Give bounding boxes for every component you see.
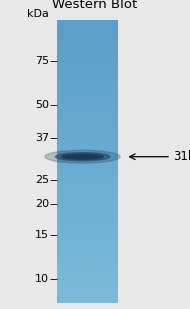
Text: 25: 25 [35,175,49,185]
Text: 50: 50 [35,100,49,110]
Ellipse shape [45,150,120,163]
Text: 15: 15 [35,230,49,240]
Ellipse shape [67,155,98,158]
Text: 10: 10 [35,274,49,284]
Text: 20: 20 [35,199,49,209]
Ellipse shape [55,153,110,161]
Text: 37: 37 [35,133,49,143]
Text: Western Blot: Western Blot [52,0,138,11]
Text: kDa: kDa [27,9,48,19]
Text: 31kDa: 31kDa [173,150,190,163]
Text: 75: 75 [35,57,49,66]
Ellipse shape [62,154,103,159]
